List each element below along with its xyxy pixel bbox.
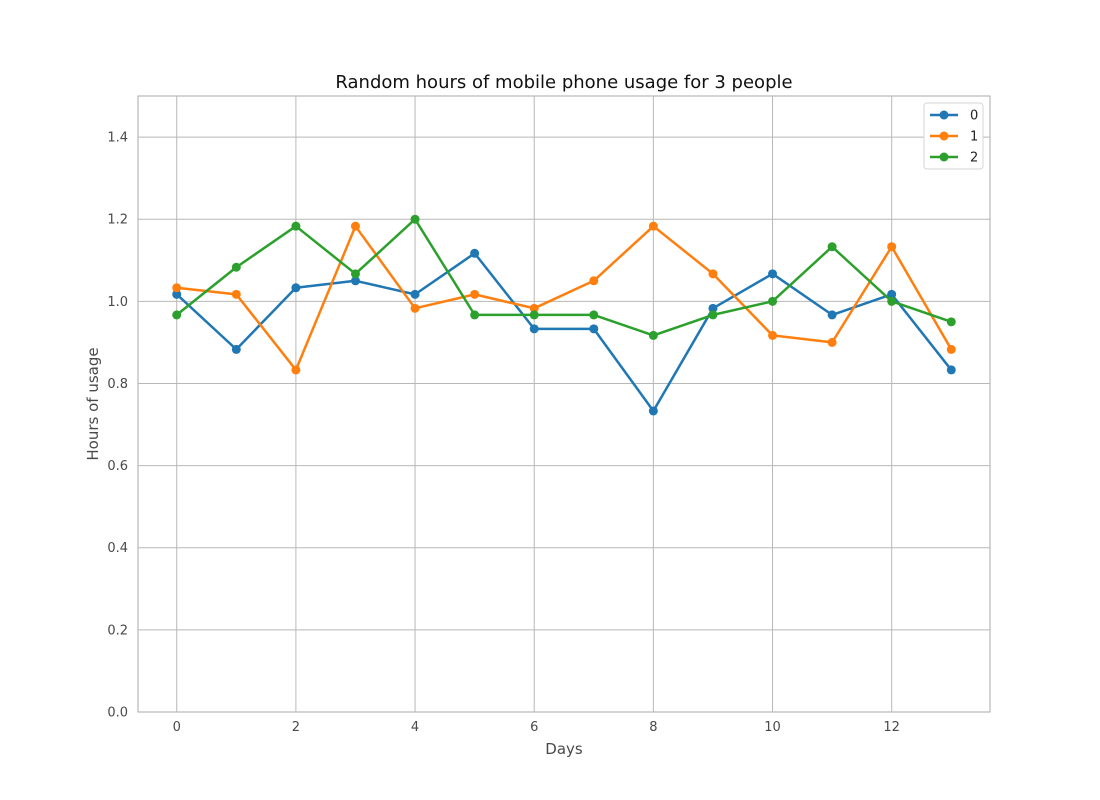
y-tick-label: 0.8 xyxy=(107,377,128,392)
x-tick-label: 10 xyxy=(764,720,781,735)
y-axis-label: Hours of usage xyxy=(84,347,102,460)
series-1-line xyxy=(175,224,953,372)
series-0-point xyxy=(648,406,658,416)
series-2-line xyxy=(175,217,953,337)
y-tick-label: 0.2 xyxy=(107,623,128,638)
series-2-point xyxy=(827,242,837,252)
series-2-point xyxy=(887,296,897,306)
legend-1-label: 1 xyxy=(970,130,978,145)
series-1-point xyxy=(231,289,241,299)
x-tick-label: 0 xyxy=(173,720,181,735)
series-2-point xyxy=(768,296,778,306)
x-tick-label: 4 xyxy=(411,720,419,735)
series-0-point xyxy=(291,283,301,293)
series-0-line xyxy=(175,252,953,413)
legend-2-marker xyxy=(939,152,949,162)
series-1-point xyxy=(172,283,182,293)
series-0-point xyxy=(827,310,837,320)
y-tick-label: 0.6 xyxy=(107,459,128,474)
y-tick-label: 0.4 xyxy=(107,541,128,556)
series-0-point xyxy=(410,289,420,299)
chart-title: Random hours of mobile phone usage for 3… xyxy=(335,72,792,93)
series-1-point xyxy=(410,303,420,313)
x-tick-label: 6 xyxy=(530,720,538,735)
series-layer xyxy=(172,214,956,416)
grid-lines xyxy=(138,96,990,713)
series-1-point xyxy=(768,330,778,340)
series-2-point xyxy=(172,310,182,320)
series-1-point xyxy=(350,221,360,231)
series-1-point xyxy=(529,303,539,313)
series-1-point xyxy=(708,269,718,279)
y-ticks: 0.0 0.2 0.4 0.6 0.8 1.0 1.2 1.4 xyxy=(107,131,128,721)
series-1-point xyxy=(887,242,897,252)
series-2-point xyxy=(410,214,420,224)
legend: 0 1 2 xyxy=(923,102,984,170)
x-tick-label: 2 xyxy=(292,720,300,735)
series-0-point xyxy=(708,303,718,313)
y-tick-label: 1.4 xyxy=(107,131,128,146)
series-2-point xyxy=(470,310,480,320)
series-0-point xyxy=(768,269,778,279)
x-ticks: 0 2 4 6 8 10 12 xyxy=(173,720,900,735)
series-1-point xyxy=(946,344,956,354)
series-1-point xyxy=(291,365,301,375)
legend-2-label: 2 xyxy=(970,151,978,166)
series-2-point xyxy=(589,310,599,320)
series-2-point xyxy=(529,310,539,320)
series-0-point xyxy=(470,248,480,258)
series-2-point xyxy=(946,317,956,327)
series-2-point xyxy=(231,262,241,272)
series-0-point xyxy=(589,324,599,334)
series-0-point xyxy=(172,289,182,299)
x-axis-label: Days xyxy=(545,740,583,758)
legend-0-label: 0 xyxy=(970,109,978,124)
series-0-point xyxy=(946,365,956,375)
plot-area-border xyxy=(137,95,991,713)
series-2-point xyxy=(708,310,718,320)
series-1-point xyxy=(589,276,599,286)
series-1-point xyxy=(827,337,837,347)
series-0-point xyxy=(350,276,360,286)
y-tick-label: 1.0 xyxy=(107,295,128,310)
x-tick-label: 8 xyxy=(649,720,657,735)
series-0-point xyxy=(887,289,897,299)
series-2-point xyxy=(648,330,658,340)
series-0-point xyxy=(529,324,539,334)
series-0-point xyxy=(231,344,241,354)
series-2-point xyxy=(291,221,301,231)
series-1-point xyxy=(648,221,658,231)
y-tick-label: 1.2 xyxy=(107,213,128,228)
x-tick-label: 12 xyxy=(883,720,900,735)
series-1-point xyxy=(470,289,480,299)
legend-0-marker xyxy=(939,110,949,120)
y-tick-label: 0.0 xyxy=(107,706,128,721)
legend-1-marker xyxy=(939,131,949,141)
series-2-point xyxy=(350,269,360,279)
